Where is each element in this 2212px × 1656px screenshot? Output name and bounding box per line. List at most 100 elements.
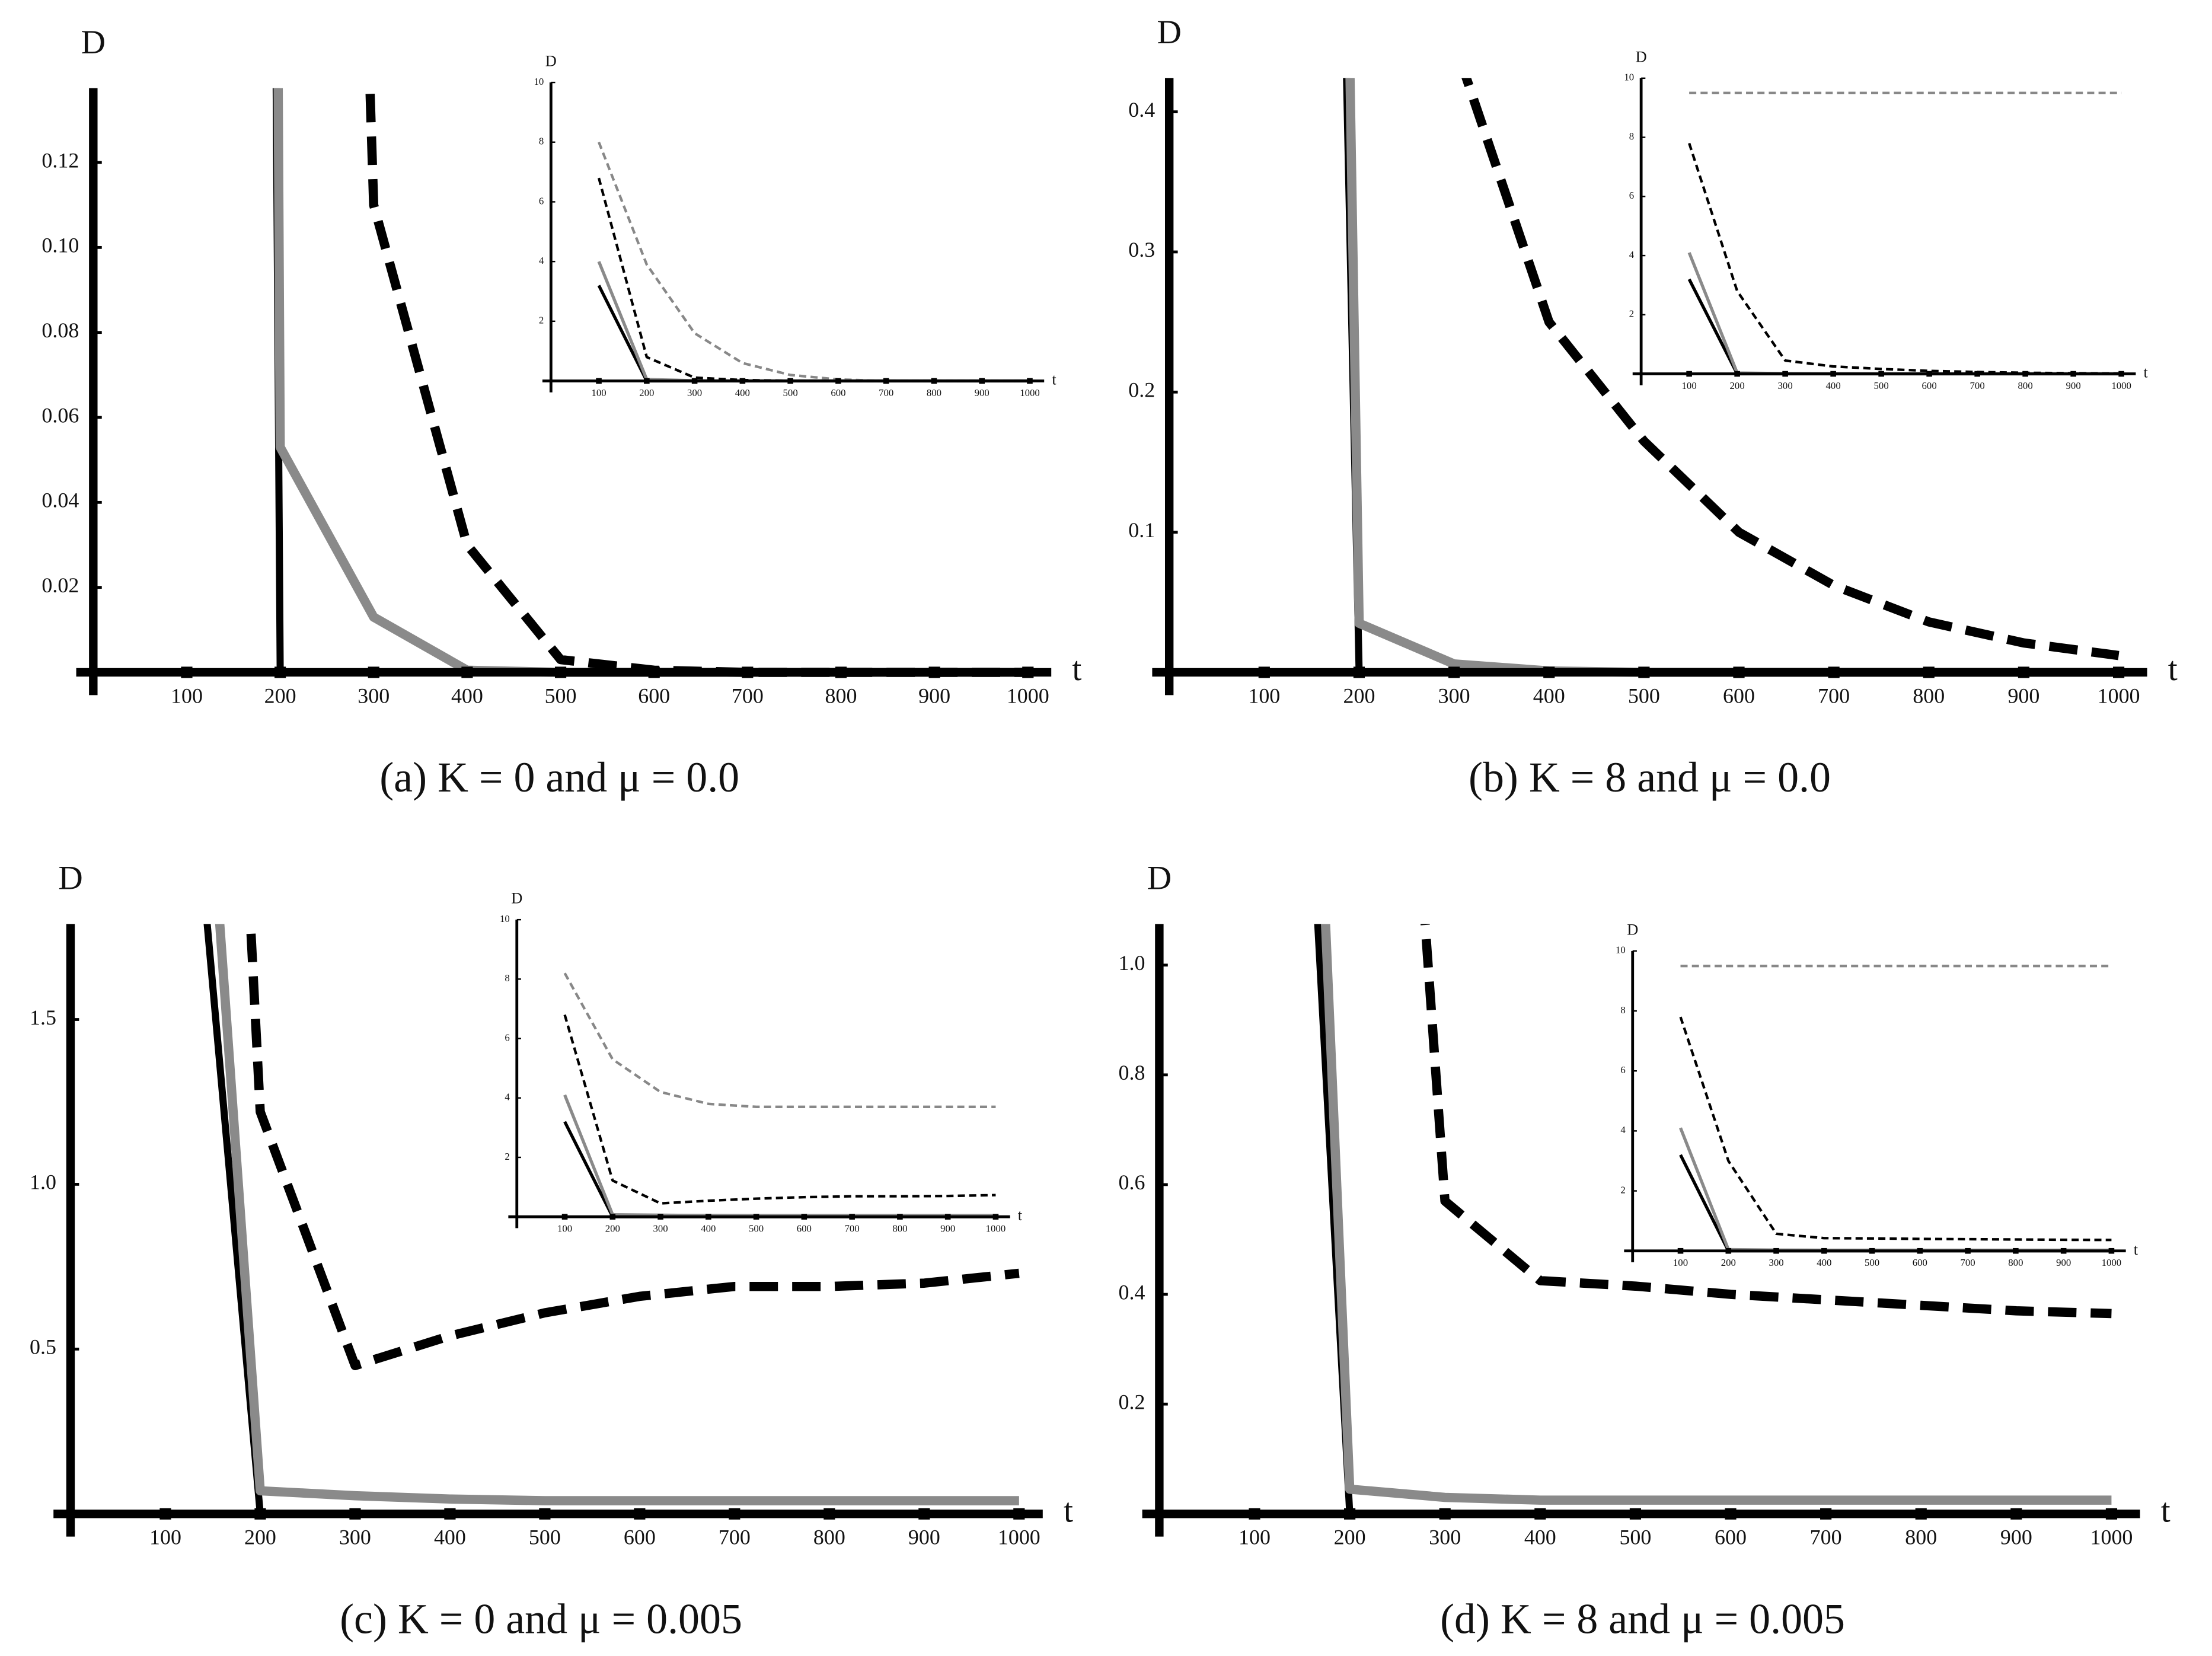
x-tick [2105, 1508, 2118, 1520]
x-tick-label: 900 [2007, 684, 2039, 707]
series-line [272, 88, 1028, 676]
series-line [1321, 924, 2112, 1505]
y-tick-label: 2 [1629, 308, 1634, 320]
x-tick-label: 400 [1524, 1526, 1556, 1549]
x-tick [634, 1508, 646, 1520]
x-tick-label: 300 [1438, 684, 1470, 707]
x-tick-label: 500 [1865, 1257, 1879, 1268]
x-tick [2070, 371, 2076, 377]
main-chart: 100 200 300 400 500 600 700 800 900 1000 0.2 0.4 0.6… [1118, 860, 2170, 1549]
y-tick-label: 8 [1629, 130, 1634, 142]
x-tick [944, 1214, 951, 1220]
x-tick-label: 200 [1334, 1526, 1366, 1549]
x-tick [931, 378, 937, 384]
x-tick [1782, 371, 1788, 377]
x-tick-label: 300 [1769, 1257, 1783, 1268]
series-line [597, 177, 1030, 382]
x-tick-label: 400 [434, 1526, 466, 1549]
x-tick [274, 666, 286, 678]
x-tick-label: 200 [244, 1526, 276, 1549]
x-tick-label: 900 [2056, 1257, 2071, 1268]
x-axis-label: t [1052, 371, 1056, 388]
x-tick-label: 600 [1723, 684, 1755, 707]
series-line [215, 924, 1019, 1505]
x-tick [1353, 666, 1365, 678]
y-axis-label: D [1147, 860, 1172, 897]
y-tick-label: 1.0 [30, 1170, 56, 1194]
y-tick-label: 10 [1624, 72, 1634, 83]
x-tick [1915, 1508, 1927, 1520]
x-tick-label: 100 [1673, 1257, 1688, 1268]
series-line [245, 924, 1020, 1370]
x-tick [1820, 1508, 1832, 1520]
x-tick [1869, 1247, 1875, 1254]
x-tick-label: 400 [451, 684, 483, 707]
x-tick [1013, 1508, 1025, 1520]
x-tick [1725, 1247, 1732, 1254]
x-tick [1965, 1247, 1971, 1254]
x-tick-label: 700 [1970, 380, 1985, 391]
y-tick-label: 4 [1629, 249, 1635, 260]
x-tick-label: 100 [1248, 684, 1280, 707]
y-axis-label: D [1157, 14, 1182, 51]
y-tick-label: 1.0 [1118, 951, 1145, 975]
x-tick [753, 1214, 759, 1220]
x-tick [648, 666, 660, 678]
main-chart: 100 200 300 400 500 600 700 800 900 1000 0.1 0.2 0.3… [1128, 14, 2178, 707]
x-tick [1830, 371, 1836, 377]
x-tick [801, 1214, 807, 1220]
x-tick [918, 1508, 930, 1520]
y-tick-label: 0.02 [42, 573, 79, 597]
x-tick-label: 100 [1682, 380, 1697, 391]
x-tick-label: 500 [545, 684, 577, 707]
series-group [1343, 78, 2120, 677]
y-tick-label: 4 [539, 255, 544, 266]
x-tick-label: 800 [2018, 380, 2033, 391]
x-axis-label: t [2168, 650, 2178, 688]
y-tick-label: 2 [505, 1151, 509, 1162]
y-tick-label: 0.12 [42, 148, 79, 172]
series-line [1461, 78, 2120, 661]
caption: (c) K = 0 and μ = 0.005 [340, 1595, 742, 1642]
y-tick-label: 0.4 [1128, 98, 1155, 122]
caption: (d) K = 8 and μ = 0.005 [1440, 1595, 1845, 1642]
x-tick-label: 700 [1818, 684, 1850, 707]
x-tick-label: 400 [1533, 684, 1565, 707]
series-line [1345, 78, 2119, 677]
x-tick [992, 1214, 999, 1220]
series-group [1679, 965, 2112, 1253]
x-tick [1534, 1508, 1546, 1520]
caption: (b) K = 8 and μ = 0.0 [1469, 754, 1831, 801]
series-line [563, 1014, 996, 1205]
y-tick-label: 0.04 [42, 489, 79, 512]
x-tick [1258, 666, 1270, 678]
x-tick-label: 100 [1239, 1526, 1271, 1549]
y-tick-label: 0.2 [1118, 1390, 1145, 1413]
x-tick-label: 700 [1810, 1526, 1842, 1549]
x-tick [1686, 371, 1692, 377]
y-tick-label: 6 [1629, 190, 1634, 201]
x-tick [554, 666, 567, 678]
series-line [1679, 1127, 2112, 1252]
x-tick [2118, 371, 2124, 377]
series-group [563, 972, 996, 1218]
x-axis-label: t [1064, 1492, 1073, 1529]
x-tick [706, 1214, 711, 1220]
y-tick-label: 6 [539, 195, 544, 206]
x-tick-label: 900 [975, 387, 990, 398]
y-tick-label: 2 [539, 315, 544, 326]
x-tick [561, 1214, 568, 1220]
x-tick [1022, 666, 1034, 678]
x-tick-label: 100 [557, 1223, 572, 1234]
y-tick-label: 8 [1620, 1004, 1625, 1016]
x-tick-label: 500 [1874, 380, 1889, 391]
x-tick [1734, 371, 1740, 377]
x-tick [644, 378, 650, 384]
x-tick-label: 600 [638, 684, 670, 707]
y-tick-label: 2 [1620, 1184, 1625, 1195]
y-tick-label: 10 [1616, 945, 1626, 956]
x-tick [254, 1508, 266, 1520]
